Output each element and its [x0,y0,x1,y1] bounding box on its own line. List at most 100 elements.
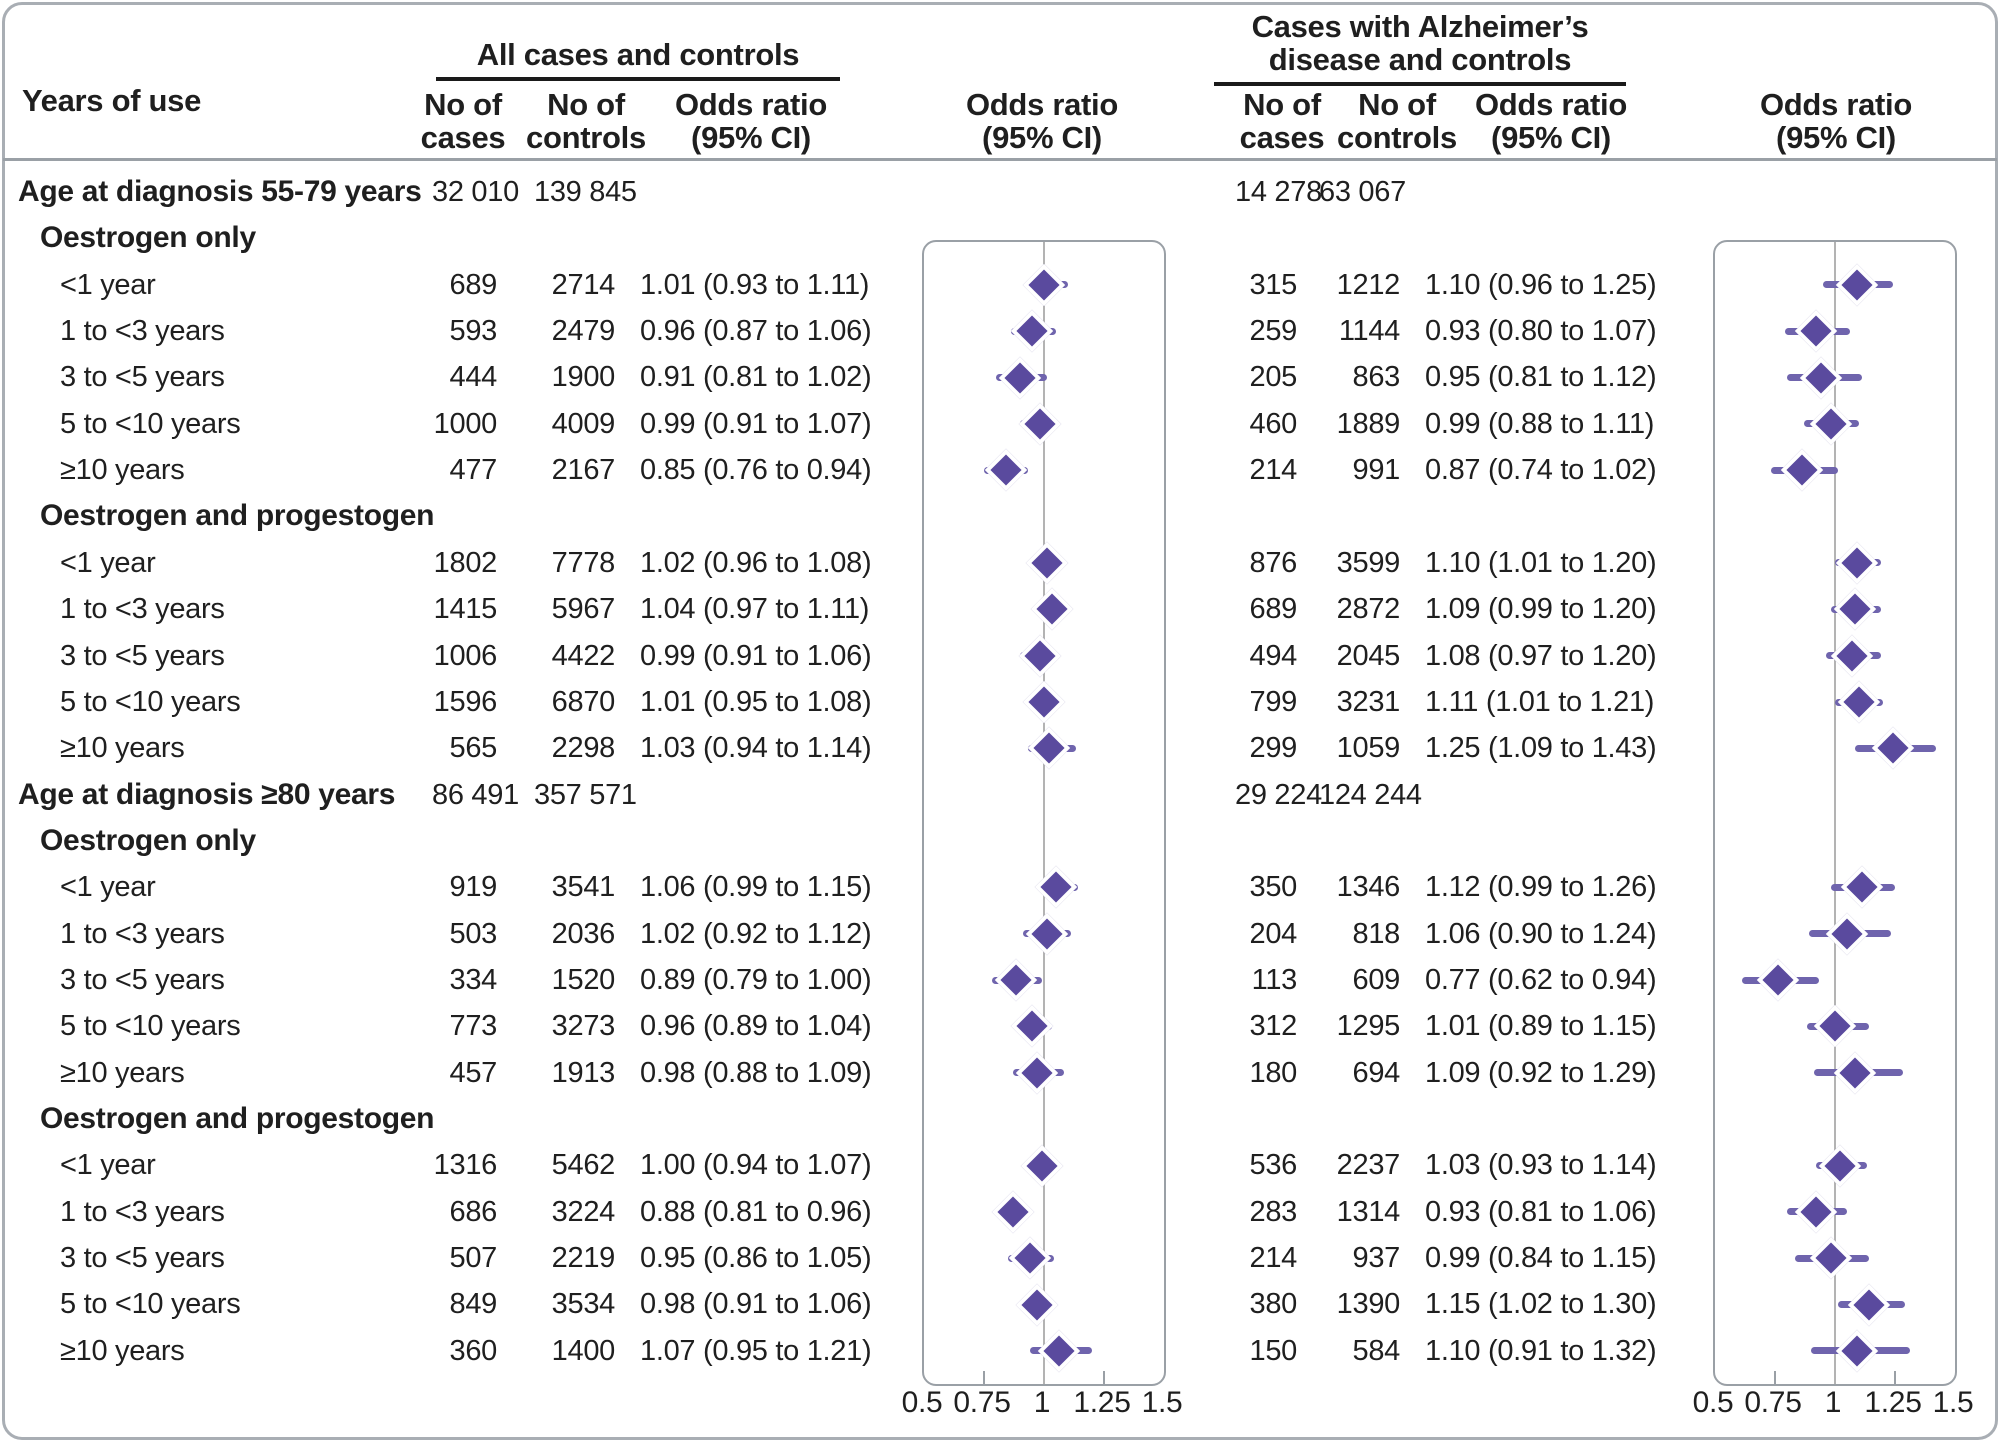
controls-count-all: 3224 [551,1195,616,1228]
column-header-or-text-alz: Odds ratio (95% CI) [1461,88,1641,154]
table-row: ≥10 years 457 1913 0.98 (0.88 to 1.09) 180 69… [0,1050,2000,1096]
cases-count-all: 444 [449,361,498,394]
odds-ratio-text-alz: 1.25 (1.09 to 1.43) [1425,732,1657,765]
column-header-line: (95% CI) [691,120,811,155]
odds-ratio-text-all: 0.98 (0.88 to 1.09) [640,1056,872,1089]
odds-ratio-text-alz: 1.10 (0.91 to 1.32) [1425,1334,1657,1367]
odds-ratio-text-all: 0.91 (0.81 to 1.02) [640,361,872,394]
forest-panel-all-cases [922,240,1166,1386]
column-header-or-plot-alz: Odds ratio (95% CI) [1746,88,1926,154]
table-row: 1 to <3 years 1415 5967 1.04 (0.97 to 1.11)… [0,586,2000,632]
cases-count-all: 565 [449,732,498,765]
column-header-line: (95% CI) [982,120,1102,155]
table-row: 1 to <3 years 503 2036 1.02 (0.92 to 1.12) 2… [0,911,2000,957]
odds-ratio-text-all: 0.99 (0.91 to 1.07) [640,407,872,440]
odds-ratio-text-all: 0.98 (0.91 to 1.06) [640,1288,872,1321]
cases-count-all: 849 [449,1288,498,1321]
table-row: 5 to <10 years 849 3534 0.98 (0.91 to 1.06)… [0,1281,2000,1327]
column-header-line: controls [1337,120,1457,155]
cases-count-all: 1316 [433,1149,498,1182]
table-row: Oestrogen only [0,818,2000,864]
row-label: Age at diagnosis ≥80 years [18,777,396,811]
odds-ratio-text-all: 1.00 (0.94 to 1.07) [640,1149,872,1182]
row-label: 1 to <3 years [60,917,225,950]
odds-ratio-text-all: 1.07 (0.95 to 1.21) [640,1334,872,1367]
odds-ratio-text-alz: 1.08 (0.97 to 1.20) [1425,639,1657,672]
column-header-or-plot-all: Odds ratio (95% CI) [952,88,1132,154]
table-row: 5 to <10 years 773 3273 0.96 (0.89 to 1.04)… [0,1003,2000,1049]
controls-count-alz: 1295 [1336,1010,1401,1043]
row-label: Oestrogen only [40,823,256,857]
odds-ratio-text-all: 1.04 (0.97 to 1.11) [640,593,870,626]
column-header-line: Odds ratio [674,87,827,122]
controls-count-alz: 609 [1352,963,1401,996]
table-row: 3 to <5 years 334 1520 0.89 (0.79 to 1.00) 1… [0,957,2000,1003]
controls-count-alz: 818 [1352,917,1401,950]
row-label: ≥10 years [60,732,185,765]
row-label: 1 to <3 years [60,315,225,348]
controls-count-all: 2479 [551,315,616,348]
table-row: ≥10 years 477 2167 0.85 (0.76 to 0.94) 214 99… [0,447,2000,493]
table-row: 5 to <10 years 1000 4009 0.99 (0.91 to 1.07… [0,401,2000,447]
odds-ratio-text-alz: 1.09 (0.99 to 1.20) [1425,593,1657,626]
axis-tick-label: 0.5 [901,1386,943,1419]
cases-count-alz: 214 [1249,1242,1298,1275]
controls-count-all: 5462 [551,1149,616,1182]
table-row: Oestrogen and progestogen [0,493,2000,539]
overview-cases-alz: 14 278 [1235,176,1322,208]
odds-ratio-text-all: 0.89 (0.79 to 1.00) [640,963,872,996]
cases-count-alz: 460 [1249,407,1298,440]
cases-count-alz: 350 [1249,871,1298,904]
column-header-line: cases [420,120,506,155]
controls-count-alz: 2872 [1336,593,1401,626]
table-row: 1 to <3 years 593 2479 0.96 (0.87 to 1.06) 2… [0,308,2000,354]
odds-ratio-text-alz: 1.12 (0.99 to 1.26) [1425,871,1657,904]
table-row: <1 year 689 2714 1.01 (0.93 to 1.11) 315 1212… [0,262,2000,308]
column-header-line: No of [424,87,502,122]
odds-ratio-text-all: 0.96 (0.89 to 1.04) [640,1010,872,1043]
controls-count-all: 1913 [551,1056,616,1089]
odds-ratio-text-all: 0.96 (0.87 to 1.06) [640,315,872,348]
header-separator-rule [3,158,1997,161]
cases-count-alz: 204 [1249,917,1298,950]
column-header-line: No of [547,87,625,122]
cases-count-all: 1000 [433,407,498,440]
controls-count-alz: 694 [1352,1056,1401,1089]
cases-count-alz: 799 [1249,685,1298,718]
table-row: Oestrogen only [0,215,2000,261]
overview-controls-alz: 124 244 [1319,778,1422,811]
table-row: 3 to <5 years 444 1900 0.91 (0.81 to 1.02) 2… [0,354,2000,400]
column-header-line: Odds ratio [965,87,1118,122]
table-row: ≥10 years 360 1400 1.07 (0.95 to 1.21) 150 58… [0,1328,2000,1374]
odds-ratio-text-alz: 1.01 (0.89 to 1.15) [1425,1010,1657,1043]
axis-tick-label: 1.5 [1141,1386,1183,1419]
controls-count-alz: 3231 [1336,685,1401,718]
row-label: Oestrogen and progestogen [40,1102,435,1135]
axis-tick-1-25 [1102,1371,1106,1384]
odds-ratio-text-alz: 1.10 (0.96 to 1.25) [1425,268,1657,301]
table-row: <1 year 919 3541 1.06 (0.99 to 1.15) 350 1346… [0,864,2000,910]
cases-count-all: 334 [449,963,498,996]
cases-count-all: 477 [449,454,498,487]
cases-count-all: 1415 [433,593,498,626]
odds-ratio-text-all: 0.95 (0.86 to 1.05) [640,1242,872,1275]
column-header-line: cases [1239,120,1325,155]
odds-ratio-text-alz: 0.77 (0.62 to 0.94) [1425,963,1657,996]
overview-cases-alz: 29 224 [1235,778,1322,811]
controls-count-alz: 863 [1352,361,1401,394]
cases-count-all: 507 [449,1242,498,1275]
cases-count-all: 1802 [433,546,498,579]
axis-tick-label: 0.75 [1744,1386,1802,1419]
controls-count-alz: 1059 [1336,732,1401,765]
column-header-line: Odds ratio [1474,87,1627,122]
reference-line-or-1 [1042,242,1046,1384]
controls-count-all: 7778 [551,546,616,579]
column-header-line: Odds ratio [1759,87,1912,122]
cases-count-alz: 299 [1249,732,1298,765]
odds-ratio-text-all: 1.01 (0.95 to 1.08) [640,685,872,718]
controls-count-all: 3273 [551,1010,616,1043]
column-header-line: (95% CI) [1776,120,1896,155]
reference-line-or-1 [1833,242,1837,1384]
controls-count-alz: 2237 [1336,1149,1401,1182]
